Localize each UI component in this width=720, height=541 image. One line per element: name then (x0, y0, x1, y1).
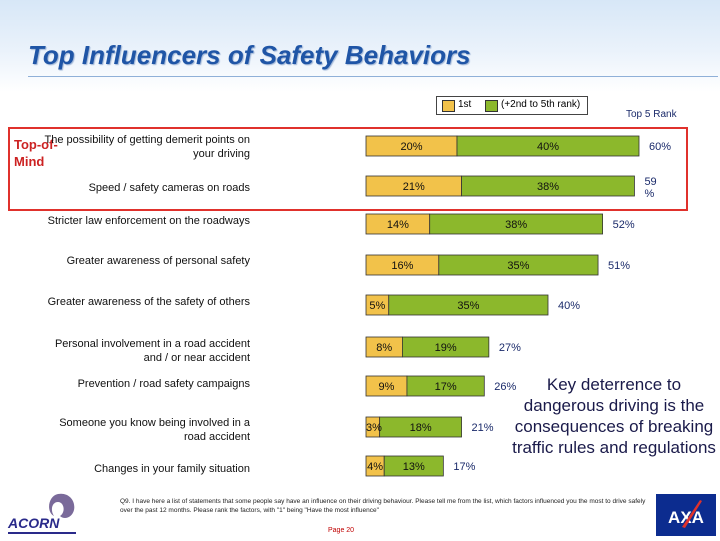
total-label: 27% (499, 342, 521, 354)
survey-question: Q9. I have here a list of statements tha… (120, 498, 646, 514)
bar-first-label: 9% (379, 381, 395, 393)
title-divider (28, 76, 718, 77)
acorn-logo: ACORN (7, 493, 76, 534)
bar-first (365, 254, 440, 276)
category-label: Greater awareness of the safety of other… (47, 296, 250, 308)
axa-logo-text: AXA (668, 508, 704, 527)
category-label: Someone you know being involved in a roa… (59, 417, 250, 443)
category-label: Changes in your family situation (94, 463, 250, 475)
legend-swatch-first (442, 100, 455, 112)
bar-rest (379, 416, 462, 438)
bar-first (365, 455, 385, 477)
bar-rest (438, 254, 599, 276)
bar-first (365, 416, 381, 438)
bar-first (365, 336, 403, 358)
top-of-mind-label: Top-of-Mind (14, 137, 58, 169)
total-label: 17% (453, 461, 475, 473)
legend-label-first: 1st (458, 99, 472, 110)
bar-rest (406, 375, 485, 397)
axa-logo: AXA (656, 494, 716, 536)
category-label: Speed / safety cameras on roads (88, 182, 250, 194)
bar-rest-label: 35% (457, 300, 479, 312)
category-label: Stricter law enforcement on the roadways (47, 215, 250, 227)
top-of-mind-highlight-box (8, 127, 688, 211)
total-label: 21% (472, 422, 494, 434)
bar-rest (401, 336, 490, 358)
acorn-logo-text: ACORN (7, 515, 60, 531)
category-label: Prevention / road safety campaigns (77, 378, 250, 390)
bar-first-label: 5% (369, 300, 385, 312)
bar-rest (383, 455, 444, 477)
page-title: Top Influencers of Safety Behaviors (28, 40, 471, 70)
legend-label-rest: (+2nd to 5th rank) (501, 99, 581, 110)
bar-first-label: 4% (367, 461, 383, 473)
legend-swatch-rest (485, 100, 498, 112)
bar-first-label: 16% (391, 260, 413, 272)
page-number: Page 20 (328, 527, 355, 534)
total-label: 40% (558, 300, 580, 312)
bar-first (365, 375, 408, 397)
bar-rest (388, 294, 549, 316)
bar-first-label: 3% (366, 422, 382, 434)
bar-rest-label: 13% (403, 461, 425, 473)
bar-first (365, 213, 431, 235)
bar-first-label: 8% (376, 342, 392, 354)
bar-rest (429, 213, 604, 235)
total-label: 52% (613, 219, 635, 231)
chart-legend: 1st (+2nd to 5th rank) (436, 96, 588, 115)
bar-rest-label: 38% (505, 219, 527, 231)
bar-rest-label: 19% (435, 342, 457, 354)
bar-rest-label: 35% (507, 260, 529, 272)
category-label: Greater awareness of personal safety (66, 255, 250, 267)
bar-first-label: 14% (387, 219, 409, 231)
bar-rest-label: 18% (410, 422, 432, 434)
top5-rank-label: Top 5 Rank (626, 109, 677, 120)
bar-rest-label: 17% (435, 381, 457, 393)
total-label: 51% (608, 260, 630, 272)
category-label: Personal involvement in a road accident … (54, 338, 250, 364)
key-finding-note: Key deterrence to dangerous driving is t… (512, 375, 716, 457)
category-label: The possibility of getting demerit point… (44, 134, 250, 160)
bar-first (365, 294, 390, 316)
